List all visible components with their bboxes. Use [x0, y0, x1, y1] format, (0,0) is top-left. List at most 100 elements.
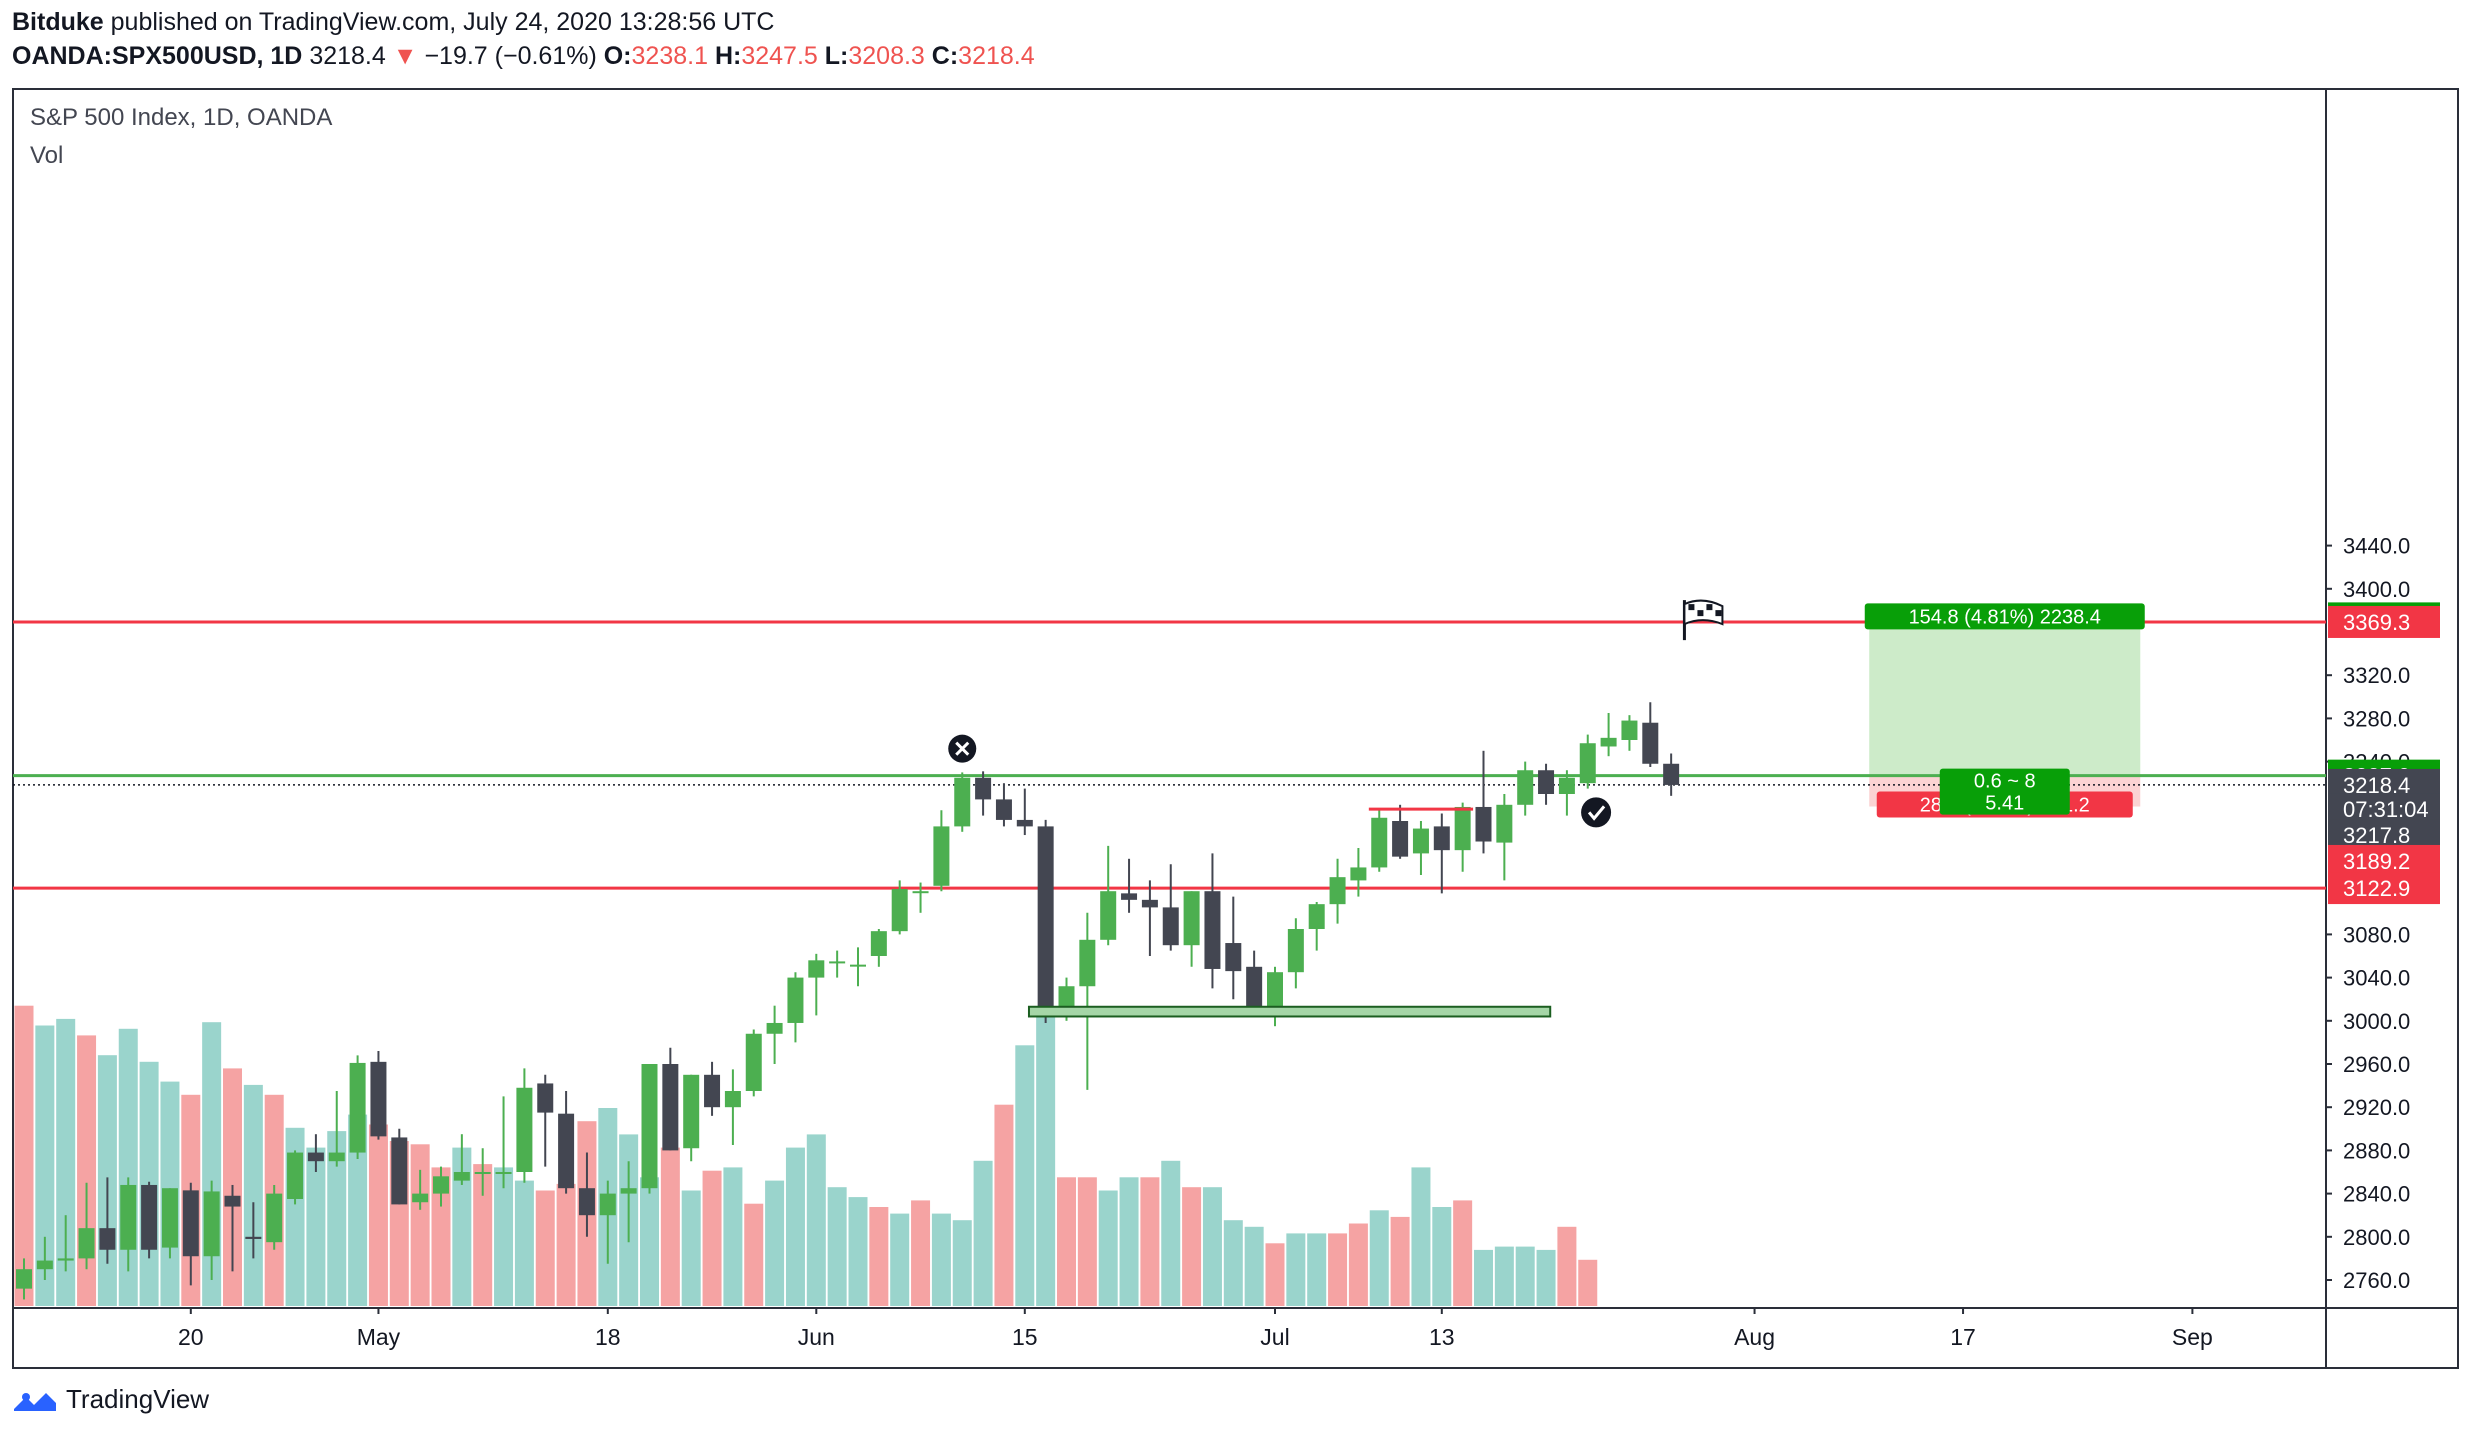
volume-bar	[1328, 1233, 1348, 1306]
volume-bar	[660, 1147, 680, 1306]
candle-body	[182, 1190, 199, 1257]
price-tick-label: 2760.0	[2343, 1268, 2410, 1293]
time-tick-label: Sep	[2172, 1324, 2213, 1350]
candle-body	[1475, 806, 1492, 842]
volume-bar	[1223, 1220, 1243, 1306]
candle-body	[370, 1061, 387, 1137]
volume-bar	[785, 1147, 805, 1306]
profit-label-bg	[1864, 603, 2145, 630]
price-axis-label-text: 3369.3	[2343, 610, 2410, 635]
price-tick-label: 3400.0	[2343, 577, 2410, 602]
volume-bar	[368, 1124, 388, 1306]
publish-info: Bitduke published on TradingView.com, Ju…	[12, 8, 774, 37]
volume-bar	[1557, 1226, 1577, 1306]
candle-body	[641, 1064, 658, 1189]
candle-body	[1141, 899, 1158, 908]
candle-body	[787, 977, 804, 1023]
volume-bar	[1015, 1045, 1035, 1306]
close-label: C:	[931, 42, 959, 70]
candle-body	[1100, 891, 1117, 940]
volume-bar	[869, 1207, 889, 1306]
volume-bar	[535, 1190, 555, 1306]
volume-bar	[1411, 1167, 1431, 1306]
candle-body	[975, 777, 992, 800]
volume-bar	[1390, 1216, 1410, 1306]
candle-body	[662, 1064, 679, 1151]
legend-volume[interactable]: Vol	[30, 142, 64, 169]
check-marker-icon[interactable]	[1581, 797, 1612, 828]
volume-bar	[348, 1114, 368, 1306]
candle-body	[1329, 877, 1346, 905]
volume-bar	[1140, 1177, 1160, 1306]
volume-bar	[973, 1160, 993, 1306]
time-tick-label: 20	[178, 1324, 204, 1350]
time-axis[interactable]: 20 May 18 Jun 15 Jul 13 Aug 17 Sep	[178, 1308, 2213, 1350]
footer-brand[interactable]: TradingView	[12, 1384, 209, 1415]
candle-body	[724, 1091, 741, 1108]
candle-body	[453, 1172, 470, 1181]
high-value: 3247.5	[741, 42, 818, 70]
author-name[interactable]: Bitduke	[12, 8, 104, 36]
candle-body	[1162, 907, 1179, 946]
profit-zone[interactable]	[1869, 618, 2141, 776]
volume-bar	[473, 1164, 493, 1306]
candle-body	[1225, 943, 1242, 972]
candle-body	[1308, 904, 1325, 929]
candle-body	[516, 1087, 533, 1172]
candle-body	[1037, 826, 1054, 1010]
flag-check	[1706, 604, 1713, 611]
volume-bar	[640, 1177, 659, 1306]
candle-body	[829, 961, 846, 964]
candle-body	[1454, 806, 1471, 851]
volume-bar	[848, 1197, 868, 1306]
chart-frame	[12, 88, 2459, 1369]
candle-body	[391, 1137, 408, 1205]
chart-legend: S&P 500 Index, 1D, OANDA Vol	[30, 104, 332, 180]
time-tick-label: 17	[1950, 1324, 1976, 1350]
price-axis[interactable]: 2760.0 2800.0 2840.0 2880.0 2920.0 2960.0 3000…	[2326, 534, 2410, 1293]
volume-bar	[1119, 1177, 1139, 1306]
candle-body	[766, 1022, 783, 1034]
candle-body	[1433, 826, 1450, 851]
price-tick-label: 2920.0	[2343, 1095, 2410, 1120]
legend-title[interactable]: S&P 500 Index, 1D, OANDA	[30, 104, 333, 131]
candle-body	[349, 1062, 366, 1153]
candle-body	[287, 1152, 304, 1199]
risk-reward-label-text: 0.6 ~ 8	[1974, 771, 2036, 793]
candle-body	[1016, 819, 1033, 827]
price-tick-label: 3280.0	[2343, 706, 2410, 731]
risk-reward-label-text: 5.41	[1985, 793, 2024, 815]
time-tick-label: Jun	[798, 1324, 835, 1350]
volume-bar	[1578, 1259, 1598, 1306]
volume-bar	[1432, 1207, 1452, 1306]
candle-body	[1267, 972, 1283, 1008]
open-value: 3238.1	[631, 42, 708, 70]
price-tick-label: 2800.0	[2343, 1225, 2410, 1250]
volume-bar	[1348, 1223, 1368, 1306]
volume-bar	[35, 1025, 55, 1306]
volume-bar	[410, 1144, 430, 1306]
candle-body	[328, 1152, 345, 1162]
time-tick-label: Jul	[1260, 1324, 1289, 1350]
price-tick-label: 3080.0	[2343, 922, 2410, 947]
candle-body	[954, 777, 971, 827]
price-tick-label: 3040.0	[2343, 966, 2410, 991]
candles	[16, 702, 1680, 1300]
volume-bar	[890, 1213, 910, 1306]
candle-body	[578, 1188, 595, 1216]
profit-label[interactable]: 154.8 (4.81%) 2238.4	[1864, 603, 2145, 630]
volume-bar	[1369, 1210, 1389, 1306]
candle-body	[245, 1236, 262, 1239]
candle-body	[433, 1176, 449, 1194]
candle-body	[1412, 828, 1429, 854]
risk-reward-label[interactable]: 0.6 ~ 85.41	[1939, 768, 2070, 815]
volume-bar	[1474, 1249, 1493, 1306]
candle-body	[474, 1172, 491, 1174]
candle-body	[558, 1113, 575, 1189]
flag-check	[1715, 610, 1722, 617]
support-rectangle[interactable]	[1027, 1005, 1552, 1018]
candle-body	[57, 1258, 74, 1261]
candle-body	[78, 1228, 95, 1259]
volume-bar	[723, 1167, 743, 1306]
